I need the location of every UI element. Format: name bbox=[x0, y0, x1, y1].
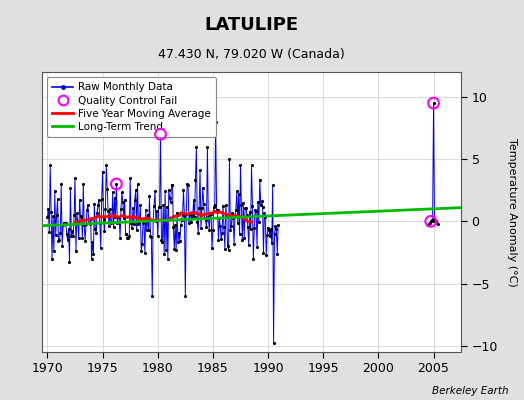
Point bbox=[429, 100, 438, 106]
Point bbox=[112, 181, 121, 187]
Y-axis label: Temperature Anomaly (°C): Temperature Anomaly (°C) bbox=[507, 138, 517, 286]
Text: LATULIPE: LATULIPE bbox=[204, 16, 299, 34]
Text: 47.430 N, 79.020 W (Canada): 47.430 N, 79.020 W (Canada) bbox=[158, 48, 345, 61]
Legend: Raw Monthly Data, Quality Control Fail, Five Year Moving Average, Long-Term Tren: Raw Monthly Data, Quality Control Fail, … bbox=[47, 77, 216, 137]
Point bbox=[156, 131, 165, 138]
Point bbox=[427, 218, 435, 224]
Text: Berkeley Earth: Berkeley Earth bbox=[432, 386, 508, 396]
